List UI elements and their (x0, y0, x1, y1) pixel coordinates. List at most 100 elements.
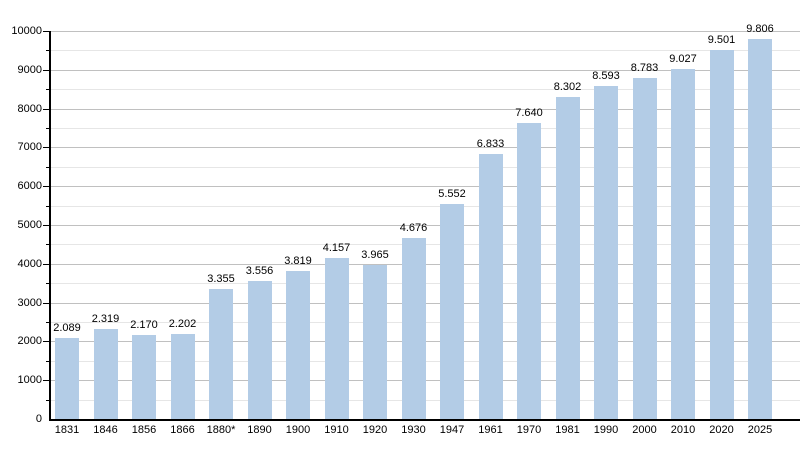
x-tick-label: 1990 (593, 424, 619, 436)
y-axis-line (49, 31, 51, 421)
bar (632, 78, 657, 419)
bar (517, 122, 541, 419)
bar-value-label: 4.676 (399, 221, 428, 234)
y-axis-major-tick (43, 186, 49, 187)
bar (286, 270, 310, 419)
minor-gridline (50, 206, 800, 207)
bar (401, 237, 426, 419)
y-tick-label: 7000 (17, 141, 42, 153)
y-tick-label: 8000 (17, 103, 42, 115)
y-tick-label: 5000 (17, 219, 42, 231)
y-axis-minor-tick (46, 167, 49, 168)
x-tick-label: 1930 (401, 424, 426, 436)
x-tick-label: 1866 (170, 424, 195, 436)
y-axis-major-tick (43, 264, 49, 265)
bar (594, 85, 618, 419)
bar (363, 265, 387, 419)
bar-value-label: 2.202 (168, 317, 197, 330)
bar-value-label: 4.157 (322, 241, 351, 254)
x-tick-label: 1970 (516, 424, 542, 436)
bar (93, 329, 118, 419)
bar (748, 38, 772, 419)
x-tick-label: 2025 (747, 424, 773, 436)
bar-value-label: 2.319 (91, 313, 120, 326)
x-tick-label: 1961 (478, 424, 503, 436)
bar-value-label: 3.819 (284, 254, 312, 267)
minor-gridline (50, 50, 800, 51)
minor-gridline (50, 128, 800, 129)
minor-gridline (50, 167, 800, 168)
y-tick-label: 9000 (17, 64, 42, 76)
bar (132, 334, 156, 419)
bar (671, 68, 695, 419)
bar-value-label: 6.833 (476, 137, 505, 150)
y-axis-minor-tick (46, 322, 49, 323)
x-tick-label: 1831 (54, 424, 80, 436)
x-tick-label: 1900 (285, 424, 311, 436)
x-tick-label: 1856 (131, 424, 157, 436)
x-tick-label: 2010 (670, 424, 696, 436)
y-axis-minor-tick (46, 361, 49, 362)
bar (478, 153, 503, 419)
y-axis-minor-tick (46, 400, 49, 401)
bar-value-label: 5.552 (438, 187, 466, 200)
y-axis-minor-tick (46, 89, 49, 90)
y-axis-major-tick (43, 380, 49, 381)
y-axis-minor-tick (46, 206, 49, 207)
x-tick-label: 2000 (632, 424, 657, 436)
bar-value-label: 3.965 (361, 249, 389, 262)
y-tick-label: 0 (35, 413, 42, 425)
y-tick-label: 4000 (17, 258, 42, 270)
x-tick-label: 2020 (709, 424, 734, 436)
bar (247, 281, 272, 419)
y-tick-label: 2000 (17, 335, 42, 347)
y-axis-minor-tick (46, 244, 49, 245)
y-axis-major-tick (43, 147, 49, 148)
major-gridline (50, 31, 800, 32)
y-axis-minor-tick (46, 283, 49, 284)
y-axis-minor-tick (46, 50, 49, 51)
bar (55, 337, 79, 419)
x-tick-label: 1947 (439, 424, 465, 436)
x-tick-label: 1880* (206, 424, 236, 436)
bar-value-label: 7.640 (515, 106, 543, 119)
x-tick-label: 1890 (247, 424, 272, 436)
y-axis-major-tick (43, 341, 49, 342)
y-tick-label: 6000 (17, 180, 42, 192)
bar-value-label: 2.089 (53, 321, 81, 334)
bar (440, 203, 464, 419)
y-tick-label: 3000 (17, 297, 42, 309)
bar (170, 333, 195, 419)
bar-value-label: 9.027 (669, 52, 697, 65)
minor-gridline (50, 89, 800, 90)
bar (709, 50, 734, 419)
bar-value-label: 9.806 (746, 22, 774, 35)
bar-value-label: 8.783 (630, 62, 659, 75)
x-axis-line (49, 419, 800, 421)
bar-value-label: 8.593 (592, 69, 620, 82)
bar (324, 257, 349, 419)
x-tick-label: 1981 (555, 424, 580, 436)
y-axis-minor-tick (46, 128, 49, 129)
y-axis-major-tick (43, 225, 49, 226)
bar-value-label: 3.556 (245, 265, 274, 278)
y-axis-major-tick (43, 109, 49, 110)
y-tick-label: 10000 (11, 25, 42, 37)
bar-value-label: 3.355 (207, 272, 235, 285)
x-tick-label: 1910 (324, 424, 349, 436)
bar-value-label: 2.170 (130, 318, 158, 331)
bar-value-label: 8.302 (553, 80, 582, 93)
major-gridline (50, 147, 800, 148)
y-axis-major-tick (43, 70, 49, 71)
bar (209, 288, 233, 419)
x-tick-label: 1920 (362, 424, 388, 436)
y-axis-major-tick (43, 303, 49, 304)
bar-value-label: 9.501 (707, 34, 736, 47)
major-gridline (50, 186, 800, 187)
y-tick-label: 1000 (17, 374, 42, 386)
major-gridline (50, 225, 800, 226)
major-gridline (50, 70, 800, 71)
x-tick-label: 1846 (93, 424, 118, 436)
y-axis-major-tick (43, 31, 49, 32)
